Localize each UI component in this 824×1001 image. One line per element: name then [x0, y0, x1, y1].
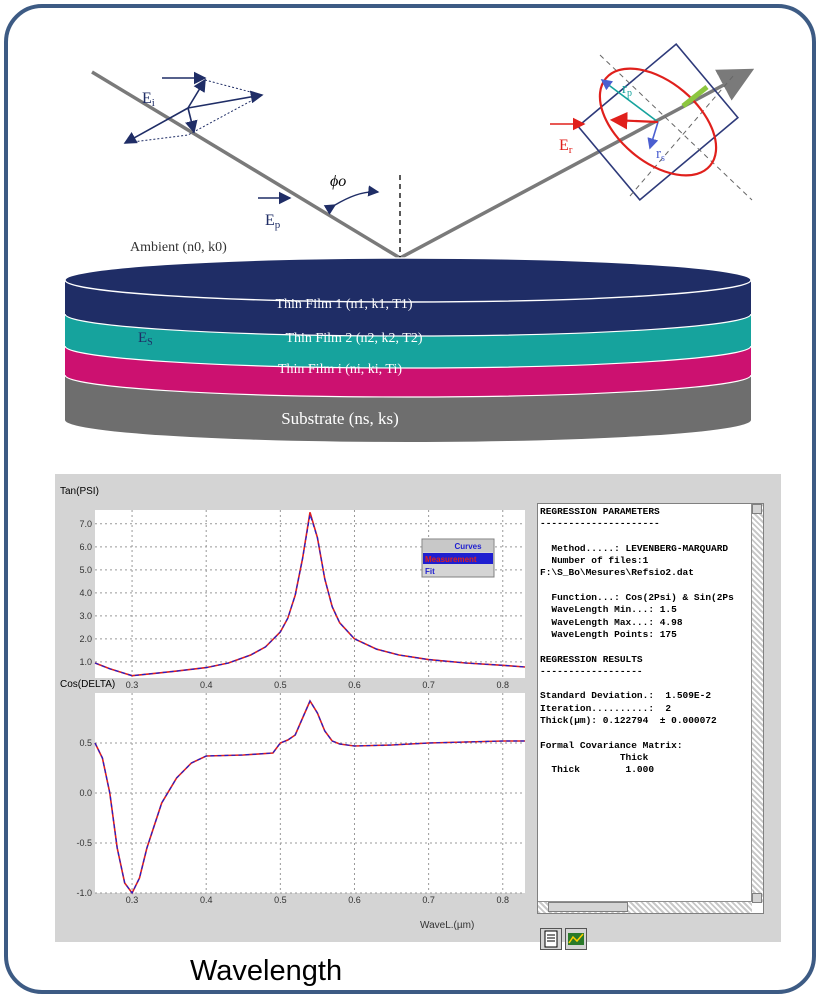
rs-arrow [647, 121, 659, 150]
footer: Wavelength [0, 955, 824, 991]
rp-arrow [600, 79, 659, 123]
report-horizontal-scrollbar[interactable] [538, 901, 752, 913]
reflected-beam [399, 68, 755, 260]
report-vertical-scrollbar[interactable] [751, 504, 763, 903]
graph-icon [568, 933, 584, 945]
rs-label: rs [656, 146, 665, 164]
ambient-label: Ambient (n0, k0) [130, 240, 227, 255]
scroll-down-button[interactable] [752, 893, 762, 903]
layer-3-label: Thin Film i (ni, ki, Ti) [278, 362, 402, 377]
ei-label: Ei [142, 90, 155, 109]
axis-dashed-2 [629, 74, 735, 197]
ellipsometry-diagram: Ei Ep ϕo Ambient (n0, k0) rp rs Er Thin … [64, 42, 755, 442]
polarization-vector [187, 78, 206, 109]
rp-label: rp [622, 81, 632, 99]
angle-arc [323, 185, 380, 215]
polarization-ellipse [598, 67, 718, 177]
report-document-icon[interactable] [540, 928, 562, 950]
report-text: REGRESSION PARAMETERS ------------------… [540, 506, 734, 776]
layer-1-label: Thin Film 1 (n1, k1, T1) [275, 297, 412, 312]
layer-stack [64, 257, 752, 442]
substrate-label: Substrate (ns, ks) [281, 409, 399, 428]
horizontal-scroll-thumb[interactable] [548, 902, 628, 912]
regression-report: REGRESSION PARAMETERS ------------------… [537, 503, 764, 914]
polarizer-frame [576, 42, 740, 202]
axis-dashed-1 [599, 54, 753, 201]
polarization-vector [185, 107, 198, 134]
er-label: Er [559, 137, 573, 156]
wavelength-caption: Wavelength [190, 955, 343, 987]
scroll-up-button[interactable] [752, 504, 762, 514]
polarization-vector [187, 90, 264, 109]
ep-label: Ep [265, 212, 281, 231]
analyzer-mark [681, 85, 709, 108]
polarization-vector [123, 107, 189, 144]
document-icon [544, 930, 558, 948]
er-vector [609, 111, 659, 130]
report-graph-icon[interactable] [565, 928, 587, 950]
polarization-guide [124, 79, 264, 144]
phi-label: ϕo [330, 173, 346, 190]
incident-beam [91, 70, 401, 260]
layer-2-label: Thin Film 2 (n2, k2, T2) [285, 331, 422, 346]
